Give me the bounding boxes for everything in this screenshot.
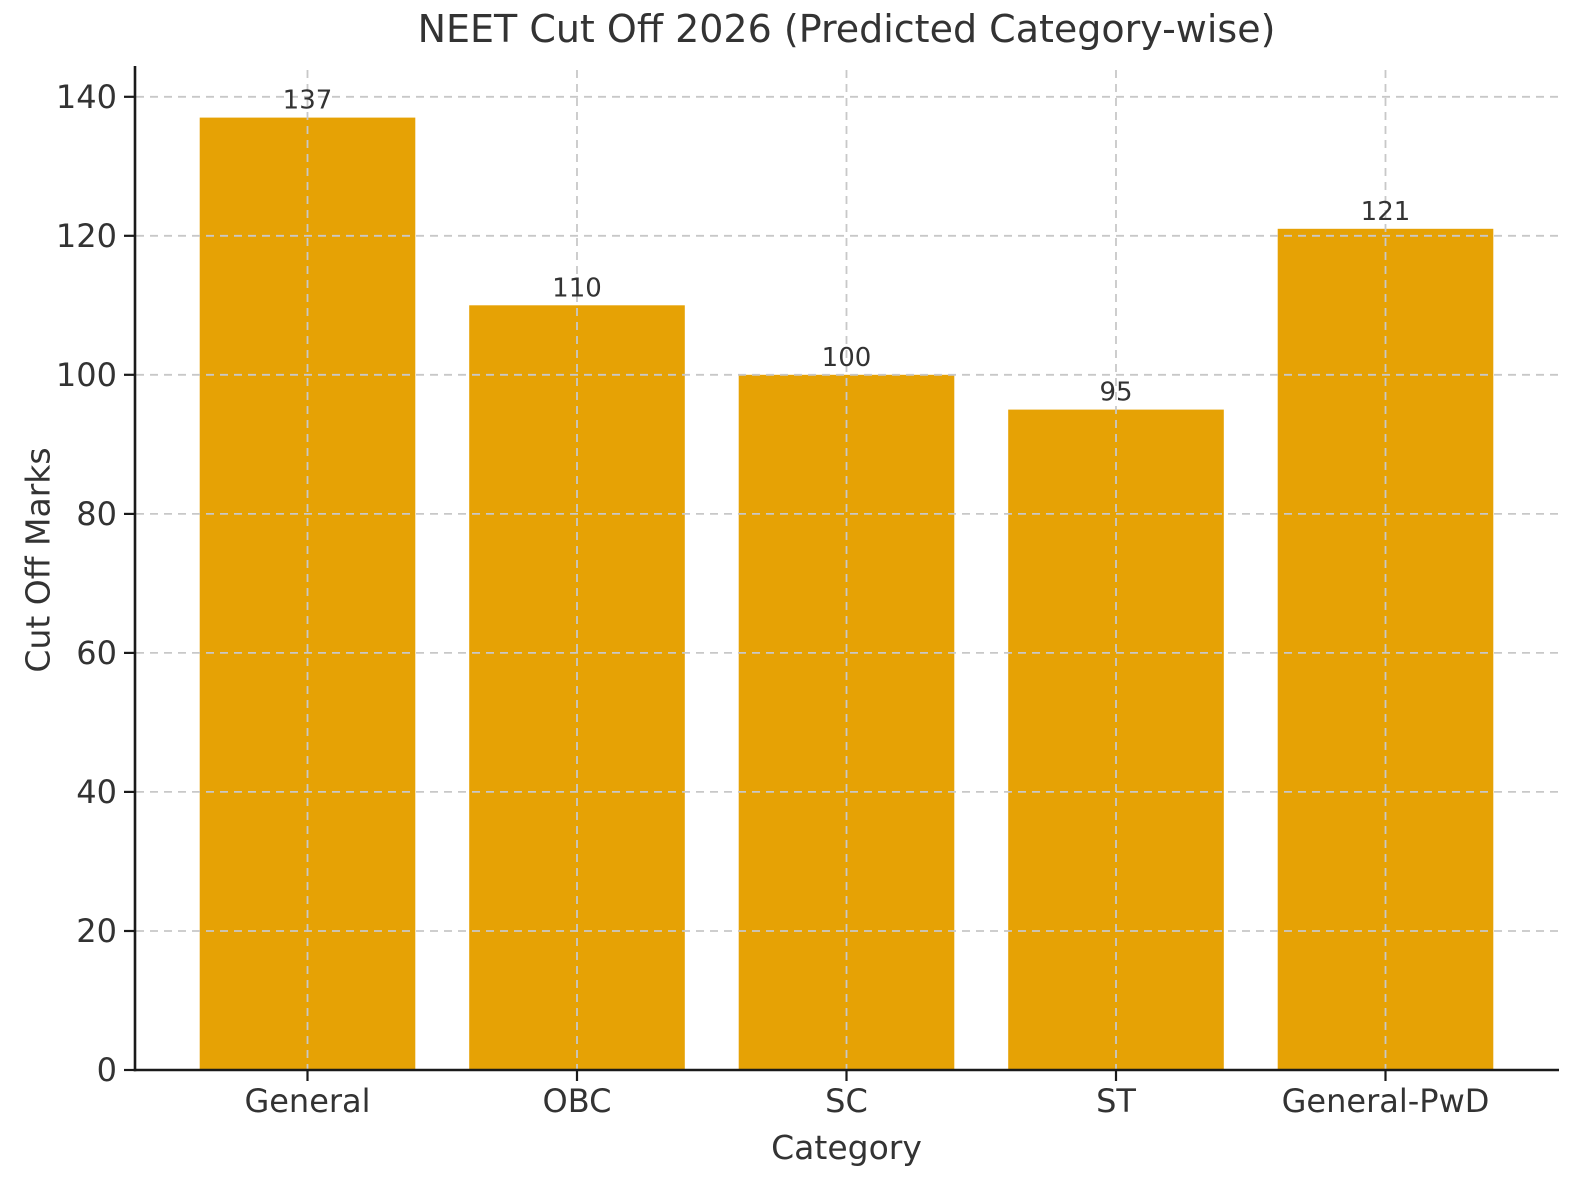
x-tick-label: OBC	[543, 1082, 612, 1120]
bar-value-label: 95	[1099, 378, 1132, 408]
y-tick-label: 20	[76, 912, 117, 950]
chart-title: NEET Cut Off 2026 (Predicted Category-wi…	[417, 7, 1276, 51]
x-axis-title: Category	[771, 1128, 922, 1167]
x-tick-label: ST	[1096, 1082, 1136, 1120]
y-tick-label: 80	[76, 495, 117, 533]
y-tick-label: 120	[56, 217, 117, 255]
bar-value-label: 110	[552, 273, 602, 303]
y-tick-label: 40	[76, 773, 117, 811]
y-axis-title: Cut Off Marks	[18, 447, 58, 673]
y-tick-label: 140	[56, 78, 117, 116]
bar-value-label: 100	[822, 343, 872, 373]
x-tick-label: General	[244, 1082, 370, 1120]
x-tick-label: SC	[825, 1082, 868, 1120]
y-tick-label: 60	[76, 634, 117, 672]
bar-value-label: 137	[283, 86, 333, 116]
bar-value-label: 121	[1361, 197, 1411, 227]
x-tick-label: General-PwD	[1282, 1082, 1490, 1120]
y-tick-label: 100	[56, 356, 117, 394]
y-tick-label: 0	[97, 1051, 117, 1089]
